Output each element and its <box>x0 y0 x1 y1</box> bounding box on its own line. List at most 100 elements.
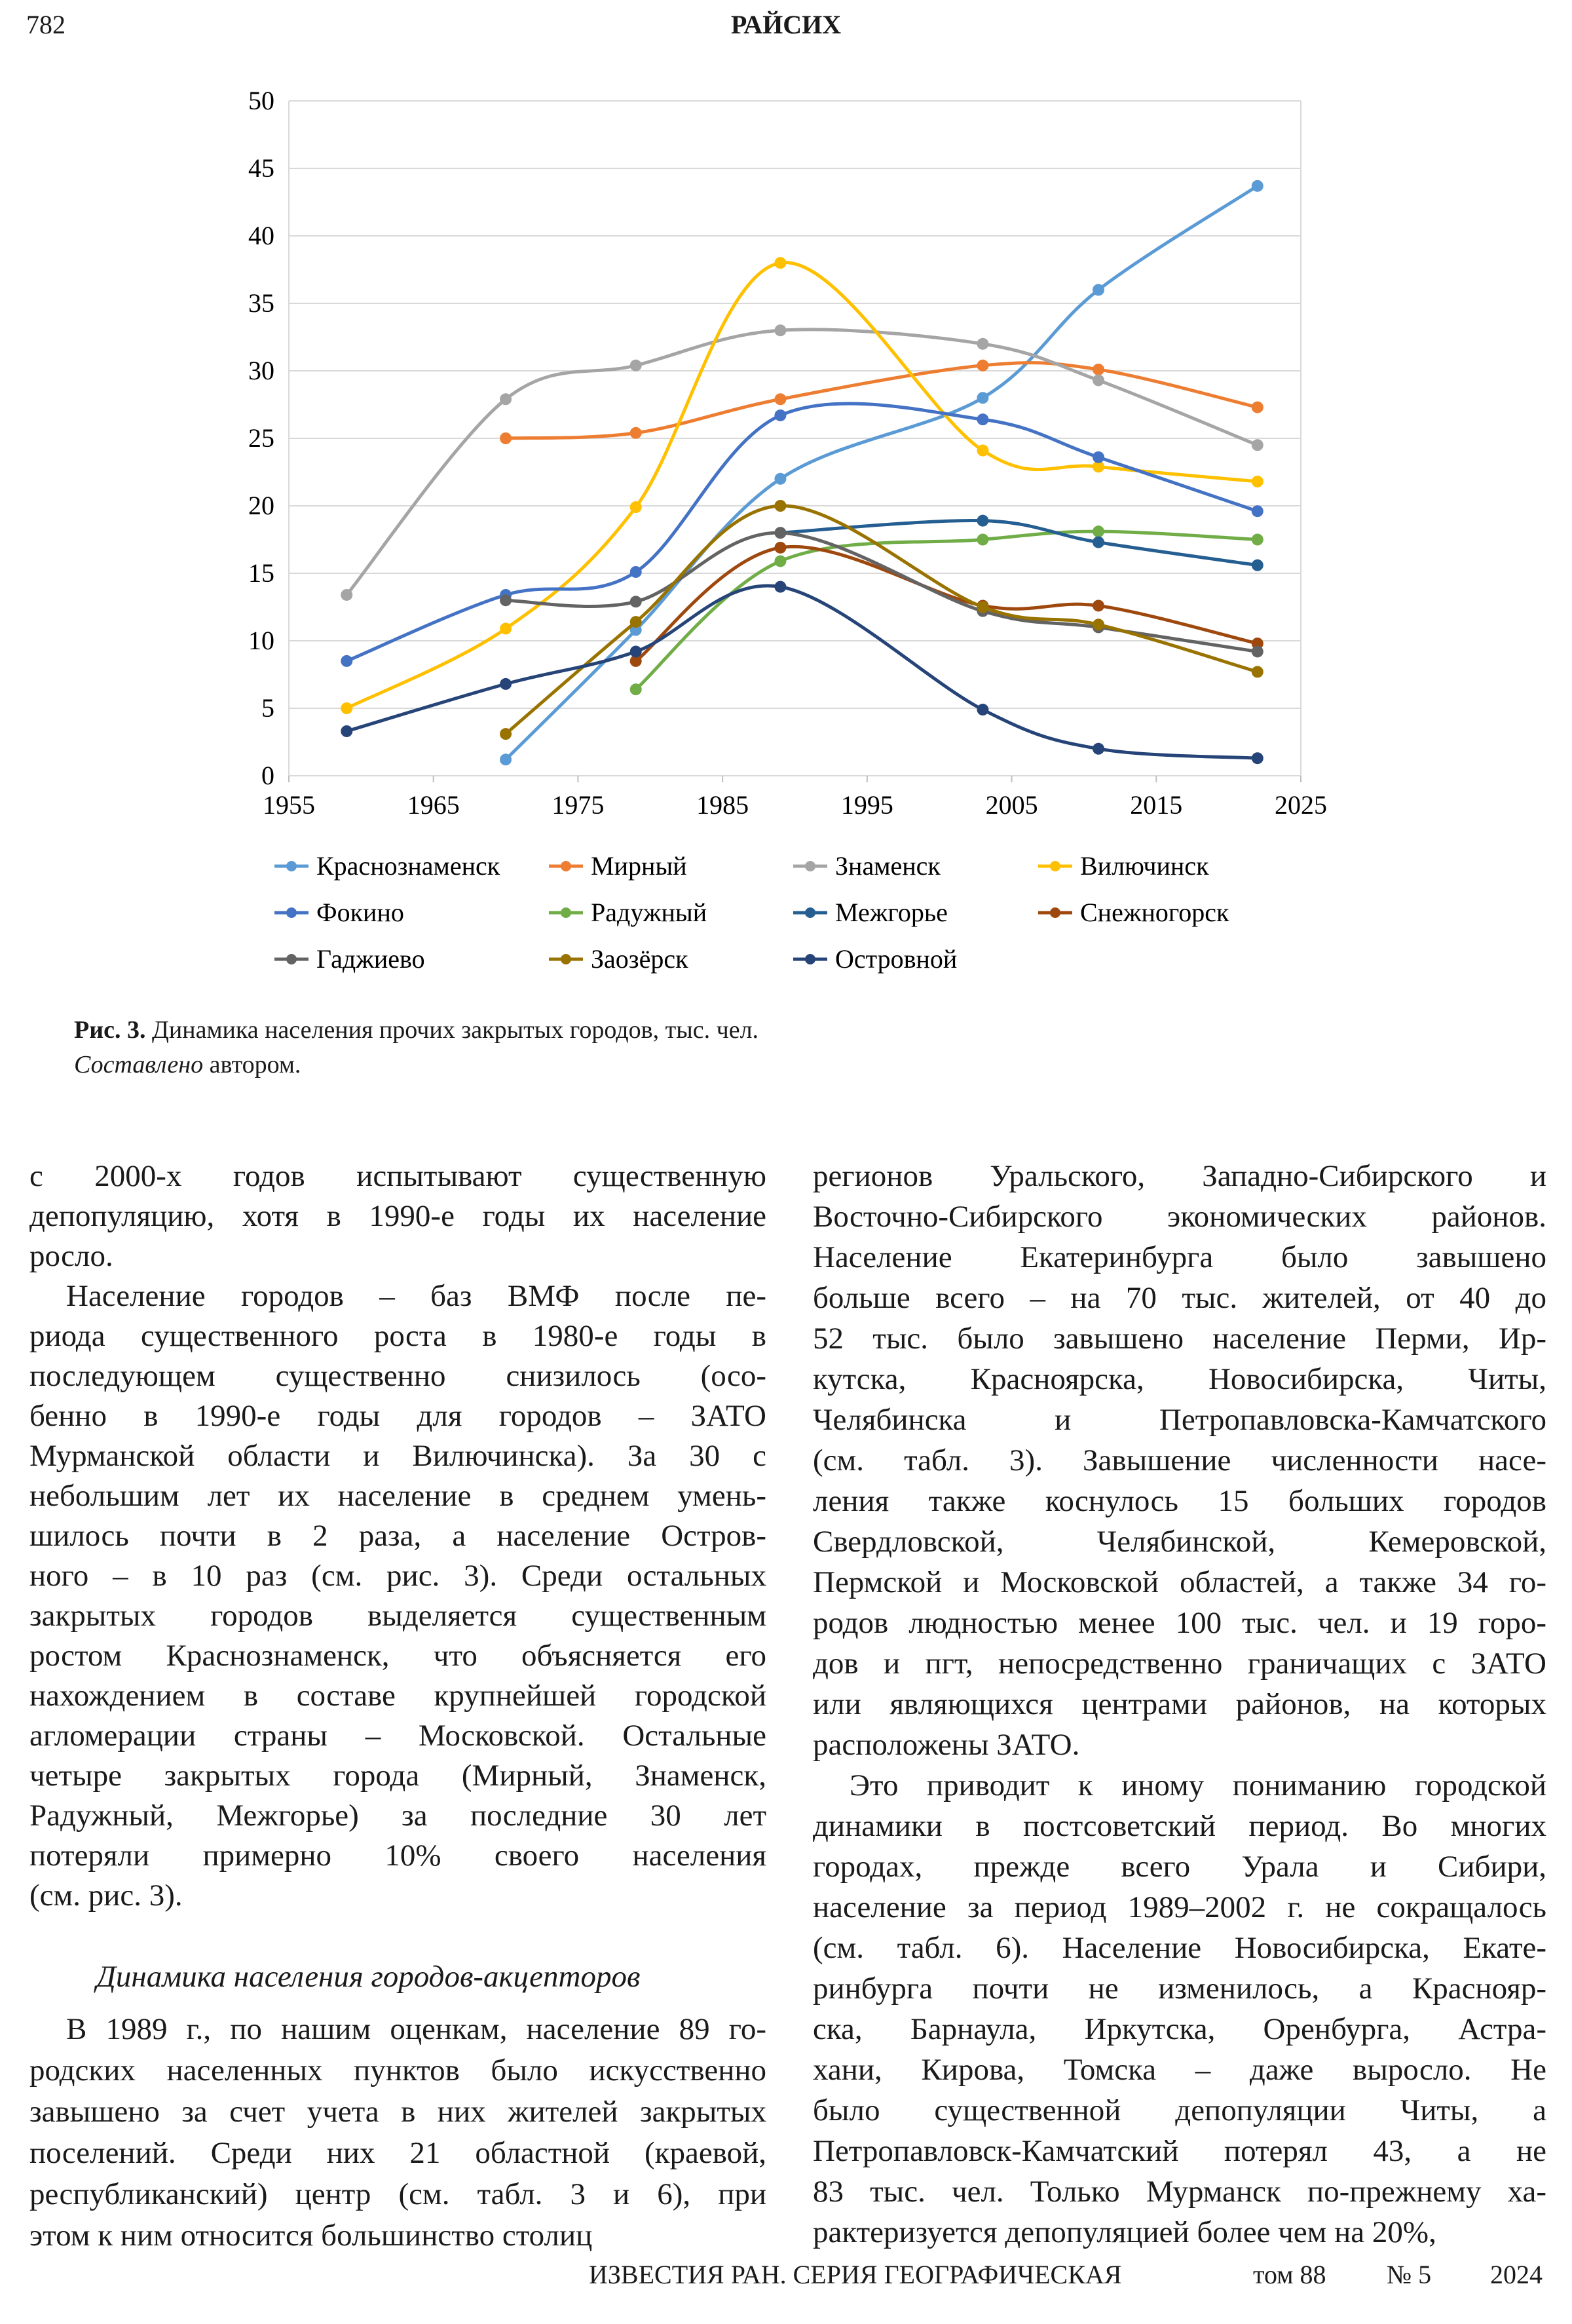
data-point <box>1251 401 1263 413</box>
data-point <box>500 432 512 444</box>
y-tick-label: 30 <box>248 356 274 385</box>
data-point <box>500 622 512 635</box>
y-tick-label: 15 <box>248 558 274 588</box>
x-tick-label: 1995 <box>841 790 893 820</box>
text-line: кутска, Красноярска, Новосибирска, Читы, <box>813 1362 1546 1396</box>
data-point <box>341 588 353 601</box>
y-tick-label: 45 <box>248 153 274 183</box>
text-line: Восточно-Сибирского экономических районо… <box>813 1200 1546 1234</box>
data-point <box>500 753 512 766</box>
text-line: росло. <box>29 1239 113 1273</box>
series-line <box>504 184 1259 761</box>
data-point <box>1251 638 1263 650</box>
legend-marker <box>805 861 815 871</box>
data-point <box>1093 461 1104 473</box>
text-line: республиканский) центр (см. табл. 3 и 6)… <box>29 2177 766 2211</box>
y-tick-label: 50 <box>248 86 274 115</box>
text-line: шилось почти в 2 раза, а население Остро… <box>29 1519 766 1553</box>
text-line: Челябинска и Петропавловска-Камчатского <box>813 1403 1546 1437</box>
data-point <box>629 624 642 636</box>
data-point <box>1093 451 1104 463</box>
data-point <box>774 409 787 421</box>
text-line: ска, Барнаула, Иркутска, Оренбурга, Астр… <box>813 2012 1546 2046</box>
text-line: 83 тыс. чел. Только Мурманск по-прежнему… <box>813 2175 1546 2209</box>
text-line: с 2000-х годов испытывают существенную <box>29 1159 766 1193</box>
legend-marker <box>805 954 815 964</box>
text-line: ростом Краснознаменск, что объясняется е… <box>29 1639 766 1673</box>
legend-label: Островной <box>835 944 957 974</box>
data-point <box>774 500 787 512</box>
x-tick-label: 1955 <box>263 790 315 820</box>
text-line: В 1989 г., по нашим оценкам, население 8… <box>66 2012 766 2046</box>
data-point <box>1093 374 1104 387</box>
data-point <box>341 655 353 667</box>
data-point <box>629 359 642 371</box>
legend-marker <box>561 907 571 918</box>
text-line: расположены ЗАТО. <box>813 1728 1080 1762</box>
text-line: родских населенных пунктов было искусств… <box>29 2053 766 2087</box>
text-line: Петропавловск-Камчатский потерял 43, а н… <box>813 2134 1546 2168</box>
text-line: ного – в 10 раз (см. рис. 3). Среди оста… <box>29 1559 766 1593</box>
legend-label: Фокино <box>316 898 404 927</box>
legend-label: Мирный <box>591 851 687 881</box>
legend-label: Радужный <box>591 898 707 927</box>
y-tick-label: 25 <box>248 423 274 453</box>
x-tick-label: 2015 <box>1130 790 1182 820</box>
legend-marker <box>1050 907 1060 918</box>
text-line: регионов Уральского, Западно-Сибирского … <box>813 1159 1546 1193</box>
legend-marker <box>286 861 297 871</box>
legend-marker <box>805 907 815 918</box>
legend-marker <box>286 954 297 964</box>
text-line: Население Екатеринбурга было завышено <box>813 1240 1546 1274</box>
data-point <box>774 527 787 539</box>
data-point <box>341 725 353 738</box>
legend-marker <box>561 954 571 964</box>
text-line: поселений. Среди них 21 областной (краев… <box>29 2136 766 2170</box>
series-line <box>780 518 1258 567</box>
page-number: 782 <box>26 10 66 39</box>
text-line: рактеризуется депопуляцией более чем на … <box>813 2215 1436 2249</box>
text-line: городах, прежде всего Урала и Сибири, <box>813 1850 1546 1884</box>
text-line: ления также коснулось 15 больших городов <box>813 1484 1546 1518</box>
journal: ИЗВЕСТИЯ РАН. СЕРИЯ ГЕОГРАФИЧЕСКАЯ <box>589 2260 1122 2289</box>
data-point <box>1093 363 1104 375</box>
data-point <box>629 501 642 514</box>
data-point <box>774 581 787 593</box>
x-tick-label: 2025 <box>1275 790 1327 820</box>
x-tick-label: 1975 <box>552 790 604 820</box>
text-line: последующем существенно снизилось (осо- <box>29 1359 766 1393</box>
data-point <box>1251 559 1263 571</box>
text-line: бенно в 1990-е годы для городов – ЗАТО <box>29 1399 766 1433</box>
text-line: (см. табл. 6). Население Новосибирска, Е… <box>813 1931 1546 1965</box>
text-line: было существенной депопуляции Читы, а <box>813 2093 1546 2127</box>
data-point <box>977 704 989 716</box>
data-point <box>774 324 787 337</box>
x-tick-label: 1965 <box>407 790 460 820</box>
series-line <box>346 584 1258 760</box>
legend-label: Знаменск <box>835 851 941 881</box>
text-line: четыре закрытых города (Мирный, Знаменск… <box>29 1759 766 1793</box>
data-point <box>977 533 989 546</box>
text-line: депопуляцию, хотя в 1990-е годы их насел… <box>29 1199 766 1233</box>
volume: том 88 <box>1253 2260 1326 2289</box>
text-line: Это приводит к иному пониманию городской <box>850 1768 1546 1802</box>
data-point <box>1093 619 1104 631</box>
text-line: население за период 1989–2002 г. не сокр… <box>813 1890 1546 1924</box>
data-point <box>629 616 642 628</box>
y-tick-label: 40 <box>248 221 274 250</box>
legend-marker <box>1050 861 1060 871</box>
running-title: РАЙСИХ <box>730 10 842 39</box>
data-point <box>774 555 787 567</box>
text-line: 52 тыс. было завышено население Перми, И… <box>813 1322 1546 1356</box>
text-line: завышено за счет учета в них жителей зак… <box>29 2095 766 2129</box>
data-point <box>977 514 989 527</box>
source-italic: Составлено <box>74 1051 204 1078</box>
data-point <box>774 472 787 485</box>
caption-source: Составлено автором. <box>74 1050 301 1079</box>
data-point <box>977 601 989 613</box>
caption-text: Динамика населения прочих закрытых город… <box>151 1016 759 1044</box>
data-point <box>774 393 787 406</box>
text-line: родов людностью менее 100 тыс. чел. и 19… <box>813 1606 1546 1640</box>
text-line: дов и пгт, непосредственно граничащих с … <box>813 1647 1546 1681</box>
